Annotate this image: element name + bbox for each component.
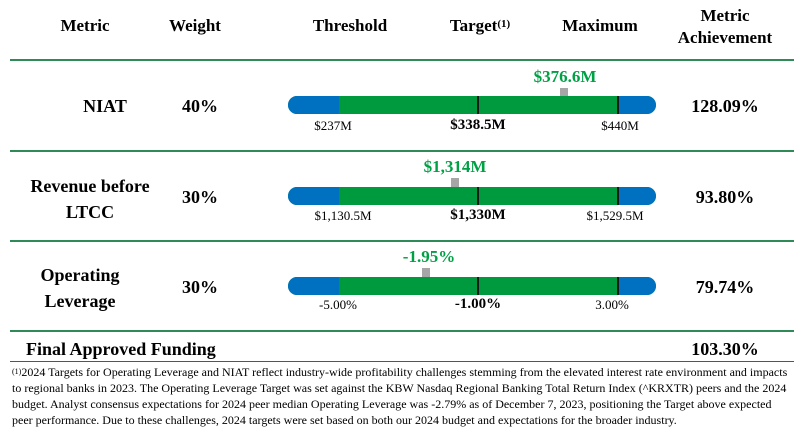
row-opleverage-maximum-tick	[617, 277, 619, 295]
row-niat-target-label: $338.5M	[450, 117, 506, 133]
row-revenue-achievement: 93.80%	[695, 187, 755, 207]
row-revenue-target-label: $1,330M	[450, 207, 506, 223]
row-revenue-metric: Revenue before LTCC	[10, 173, 170, 225]
row-opleverage-below-threshold-segment	[288, 277, 339, 295]
row-niat-target-tick	[477, 96, 479, 114]
header-achievement: Metric Achievement	[660, 5, 790, 49]
row-opleverage-achievement: 79.74%	[695, 277, 755, 297]
row-revenue-threshold-label: $1,130.5M	[314, 208, 372, 223]
row-opleverage-actual-value: -1.95%	[402, 247, 456, 266]
final-funding-value: 103.30%	[691, 339, 759, 359]
header-maximum: Maximum	[562, 16, 638, 35]
row-niat-actual-value: $376.6M	[533, 67, 597, 86]
row-opleverage-above-maximum-segment	[619, 277, 656, 295]
row-niat-achievement: 128.09%	[691, 96, 759, 116]
header-threshold: Threshold	[312, 16, 388, 35]
row-opleverage-metric-line1: Operating	[40, 265, 120, 285]
header-target-note: (1)	[497, 18, 511, 30]
row-niat-metric: NIAT	[83, 96, 127, 116]
row-revenue-below-threshold-segment	[288, 187, 339, 205]
row-revenue-target-tick	[477, 187, 479, 205]
header-target: Target(1)	[430, 15, 530, 37]
row-revenue-metric-line2: LTCC	[65, 202, 115, 222]
header-metric: Metric	[60, 16, 110, 35]
row-opleverage-target-tick	[477, 277, 479, 295]
row-revenue-range-bar	[288, 187, 656, 205]
row-niat-maximum-tick	[617, 96, 619, 114]
row-opleverage-metric: Operating Leverage	[10, 262, 150, 314]
final-funding-label: Final Approved Funding	[26, 339, 216, 359]
row-revenue-weight: 30%	[182, 187, 218, 207]
row-opleverage-metric-line2: Leverage	[44, 291, 116, 311]
row-opleverage-divider	[10, 330, 794, 332]
header-achievement-line2: Achievement	[677, 28, 773, 47]
row-niat-divider	[10, 150, 794, 152]
row-niat-below-threshold-segment	[288, 96, 339, 114]
row-revenue-maximum-tick	[617, 187, 619, 205]
header-target-label: Target	[449, 16, 498, 35]
footnote-text: 2024 Targets for Operating Leverage and …	[12, 365, 788, 427]
row-opleverage-maximum-label: 3.00%	[595, 297, 629, 312]
row-revenue-divider	[10, 240, 794, 242]
header-divider	[10, 59, 794, 61]
footnote: (1)2024 Targets for Operating Leverage a…	[12, 364, 792, 428]
footnote-marker: (1)	[12, 367, 22, 376]
row-niat-threshold-label: $237M	[314, 118, 352, 133]
final-divider	[10, 361, 794, 362]
row-opleverage-range-bar	[288, 277, 656, 295]
row-opleverage-target-label: -1.00%	[454, 296, 502, 312]
row-revenue-above-maximum-segment	[619, 187, 656, 205]
header-weight: Weight	[169, 16, 221, 35]
row-revenue-metric-line1: Revenue before	[30, 176, 150, 196]
row-opleverage-weight: 30%	[182, 277, 218, 297]
row-niat-above-maximum-segment	[619, 96, 656, 114]
row-opleverage-threshold-label: -5.00%	[319, 297, 357, 312]
row-revenue-maximum-label: $1,529.5M	[586, 208, 644, 223]
header-achievement-line1: Metric	[700, 6, 750, 25]
row-niat-weight: 40%	[182, 96, 218, 116]
row-revenue-actual-value: $1,314M	[423, 157, 487, 176]
row-niat-range-bar	[288, 96, 656, 114]
row-niat-maximum-label: $440M	[601, 118, 639, 133]
